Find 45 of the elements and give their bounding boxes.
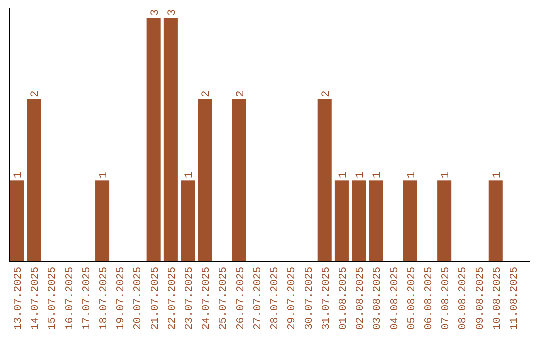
x-tick-label: 31.07.2025 <box>320 267 333 330</box>
data-label: 3 <box>150 9 162 16</box>
x-tick-label: 16.07.2025 <box>64 267 76 330</box>
x-tick-label: 29.07.2025 <box>286 267 299 330</box>
x-tick-label: 07.08.2025 <box>440 267 453 330</box>
x-tick-label: 05.08.2025 <box>406 267 418 330</box>
data-label: 1 <box>338 172 350 179</box>
x-tick-label: 22.07.2025 <box>166 267 179 330</box>
x-tick-label: 18.07.2025 <box>98 267 111 330</box>
x-tick-label: 24.07.2025 <box>201 267 214 330</box>
x-tick-label: 21.07.2025 <box>150 267 162 330</box>
x-tick-label: 11.08.2025 <box>508 267 521 330</box>
data-label: 1 <box>492 172 504 179</box>
data-label: 1 <box>406 172 418 179</box>
x-tick-label: 17.07.2025 <box>81 267 94 330</box>
x-tick-label: 10.08.2025 <box>492 267 504 330</box>
x-tick-label: 04.08.2025 <box>389 267 402 330</box>
data-label: 2 <box>235 90 248 98</box>
x-tick-label: 30.07.2025 <box>304 267 316 330</box>
x-tick-label: 02.08.2025 <box>355 267 368 330</box>
x-tick-label: 19.07.2025 <box>116 267 128 330</box>
x-tick-label: 14.07.2025 <box>30 267 42 330</box>
x-tick-label: 08.08.2025 <box>458 267 470 330</box>
data-label: 1 <box>184 172 196 179</box>
x-tick-label: 20.07.2025 <box>132 267 145 330</box>
data-label: 2 <box>201 90 214 98</box>
data-label: 3 <box>166 9 179 16</box>
x-tick-label: 25.07.2025 <box>218 267 230 330</box>
x-tick-label: 01.08.2025 <box>338 267 350 330</box>
data-label: 2 <box>30 90 42 98</box>
data-label: 1 <box>440 172 453 179</box>
data-label: 1 <box>355 172 368 179</box>
x-tick-label: 03.08.2025 <box>372 267 384 330</box>
data-label: 1 <box>13 172 26 179</box>
x-tick-label: 27.07.2025 <box>252 267 264 330</box>
x-tick-label: 23.07.2025 <box>184 267 196 330</box>
x-tick-label: 13.07.2025 <box>13 267 26 330</box>
x-tick-label: 28.07.2025 <box>270 267 282 330</box>
data-label: 1 <box>372 172 384 179</box>
x-tick-label: 15.07.2025 <box>47 267 60 330</box>
data-label: 2 <box>320 90 333 98</box>
x-tick-label: 06.08.2025 <box>423 267 436 330</box>
x-tick-label: 09.08.2025 <box>474 267 487 330</box>
data-label: 1 <box>98 172 111 179</box>
x-tick-label: 26.07.2025 <box>235 267 248 330</box>
